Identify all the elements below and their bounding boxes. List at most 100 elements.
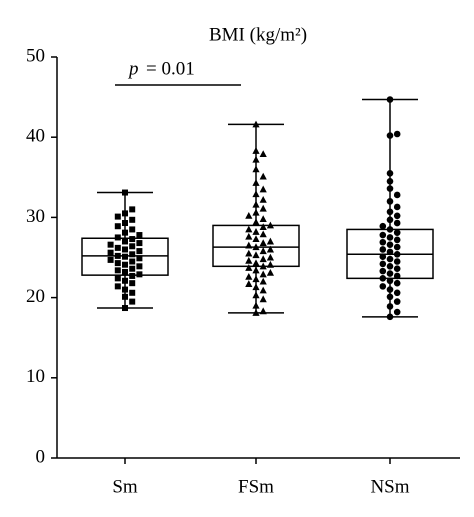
data-point bbox=[252, 235, 260, 243]
data-point bbox=[259, 223, 267, 231]
data-point bbox=[386, 270, 394, 277]
data-point bbox=[393, 229, 401, 236]
data-point bbox=[379, 246, 387, 253]
data-point bbox=[122, 238, 128, 245]
data-point bbox=[245, 272, 253, 280]
data-point bbox=[259, 270, 267, 278]
data-point bbox=[245, 241, 253, 249]
data-point bbox=[114, 244, 121, 251]
box bbox=[212, 224, 300, 268]
data-point bbox=[252, 243, 260, 251]
data-point bbox=[259, 295, 267, 303]
data-point bbox=[379, 267, 387, 275]
data-point bbox=[259, 277, 267, 285]
data-point bbox=[393, 203, 401, 211]
data-point bbox=[129, 216, 136, 223]
data-point bbox=[245, 280, 253, 287]
y-tick-label: 10 bbox=[26, 366, 45, 387]
data-point bbox=[393, 298, 401, 305]
data-point bbox=[386, 185, 394, 192]
data-point bbox=[107, 241, 114, 248]
data-point bbox=[129, 251, 136, 258]
data-point bbox=[259, 255, 267, 263]
data-point bbox=[122, 277, 128, 284]
data-point bbox=[386, 277, 394, 285]
data-point bbox=[252, 266, 260, 274]
data-point bbox=[136, 263, 143, 270]
data-point bbox=[252, 120, 260, 128]
data-point bbox=[266, 221, 274, 229]
x-tick-label: NSm bbox=[370, 476, 409, 497]
annotation-text: = 0.01 bbox=[146, 58, 195, 79]
data-point bbox=[252, 251, 260, 259]
data-point bbox=[129, 206, 136, 213]
data-point bbox=[252, 309, 260, 316]
data-point bbox=[379, 253, 387, 260]
data-point bbox=[122, 253, 128, 260]
data-point bbox=[393, 219, 401, 227]
annotation-variable: p bbox=[127, 58, 139, 79]
box bbox=[81, 237, 169, 276]
data-point bbox=[252, 147, 260, 154]
data-point bbox=[245, 256, 253, 264]
data-point bbox=[259, 307, 267, 315]
x-tick-label: FSm bbox=[238, 476, 274, 497]
data-point bbox=[386, 208, 394, 216]
data-point bbox=[252, 275, 260, 283]
data-point bbox=[259, 150, 267, 158]
data-point bbox=[386, 216, 394, 224]
data-point bbox=[393, 279, 401, 287]
data-point bbox=[245, 232, 253, 240]
data-point bbox=[393, 243, 401, 251]
data-point bbox=[386, 234, 394, 241]
data-point bbox=[259, 195, 267, 203]
y-tick-label: 0 bbox=[36, 446, 46, 467]
data-point bbox=[266, 253, 274, 261]
data-point bbox=[252, 155, 260, 163]
data-point bbox=[259, 204, 267, 212]
data-point bbox=[393, 130, 401, 138]
data-point bbox=[114, 252, 121, 259]
data-point bbox=[245, 225, 253, 233]
data-point bbox=[386, 293, 394, 301]
data-point bbox=[129, 298, 136, 305]
data-point bbox=[129, 272, 136, 279]
data-point bbox=[259, 185, 267, 193]
data-point bbox=[129, 265, 136, 272]
data-point bbox=[266, 260, 274, 268]
data-point bbox=[122, 305, 128, 312]
data-point bbox=[393, 250, 401, 258]
data-point bbox=[129, 243, 136, 250]
data-point bbox=[114, 223, 121, 230]
data-point bbox=[252, 208, 260, 216]
data-point bbox=[114, 260, 121, 267]
data-point bbox=[379, 283, 387, 290]
data-point bbox=[386, 178, 394, 185]
data-point bbox=[136, 240, 143, 247]
data-point bbox=[379, 260, 387, 268]
data-point bbox=[114, 283, 121, 290]
data-point bbox=[386, 198, 394, 205]
data-point bbox=[245, 264, 253, 271]
data-point bbox=[136, 232, 143, 239]
data-point bbox=[379, 238, 387, 246]
data-point bbox=[122, 246, 128, 253]
data-point bbox=[107, 249, 114, 256]
data-point bbox=[122, 268, 128, 275]
y-tick-label: 30 bbox=[26, 206, 45, 227]
data-point bbox=[386, 303, 394, 310]
data-point bbox=[122, 210, 128, 217]
data-point bbox=[386, 255, 394, 263]
data-point bbox=[393, 191, 401, 199]
data-point bbox=[386, 132, 394, 139]
data-point bbox=[266, 268, 274, 276]
data-point bbox=[252, 228, 260, 235]
data-point bbox=[393, 265, 401, 273]
data-point bbox=[252, 259, 260, 267]
data-point bbox=[129, 226, 136, 233]
data-point bbox=[252, 200, 260, 208]
data-point bbox=[259, 239, 267, 247]
data-point bbox=[393, 289, 401, 297]
data-point bbox=[386, 96, 394, 103]
data-point bbox=[114, 213, 121, 220]
